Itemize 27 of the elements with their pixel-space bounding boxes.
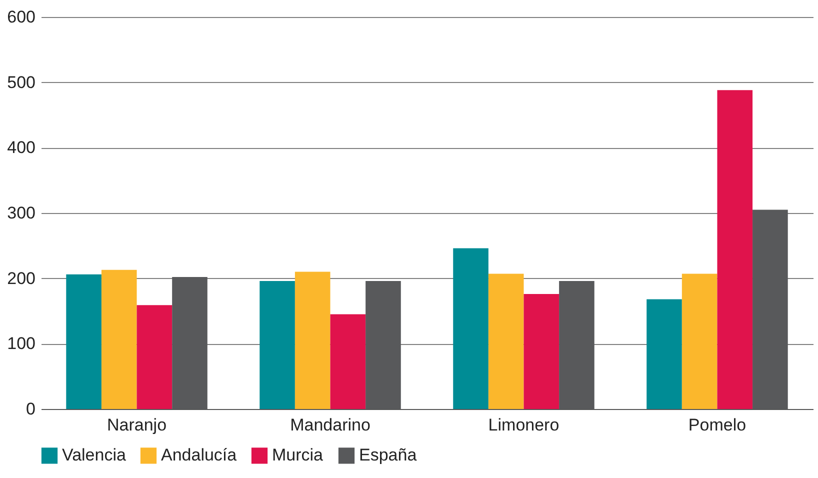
- legend-label: Andalucía: [161, 446, 238, 465]
- legend-label: España: [359, 446, 418, 465]
- legend-label: Murcia: [272, 446, 324, 465]
- bar: [330, 314, 366, 409]
- y-tick-label: 0: [26, 400, 36, 418]
- bar: [294, 272, 330, 409]
- y-tick-label: 600: [7, 8, 36, 26]
- x-tick-label: Mandarino: [290, 416, 370, 434]
- x-tick-label: Limonero: [488, 416, 560, 434]
- y-tick-label: 500: [7, 72, 36, 92]
- bar: [682, 274, 718, 409]
- bar: [66, 274, 102, 409]
- x-tick-label: Pomelo: [688, 416, 746, 434]
- x-tick-label: Naranjo: [107, 416, 167, 434]
- legend-label: Valencia: [62, 446, 126, 465]
- y-tick-label: 100: [7, 334, 36, 354]
- y-tick-label: 400: [7, 138, 36, 158]
- bar: [136, 305, 172, 409]
- bar: [646, 299, 682, 409]
- y-tick-label: 200: [7, 268, 36, 288]
- bar: [524, 294, 560, 409]
- bar: [717, 90, 753, 409]
- bar: [101, 270, 137, 409]
- bar: [488, 274, 524, 409]
- bar: [260, 280, 295, 409]
- bar: [453, 248, 488, 409]
- y-tick-label: 300: [7, 204, 36, 222]
